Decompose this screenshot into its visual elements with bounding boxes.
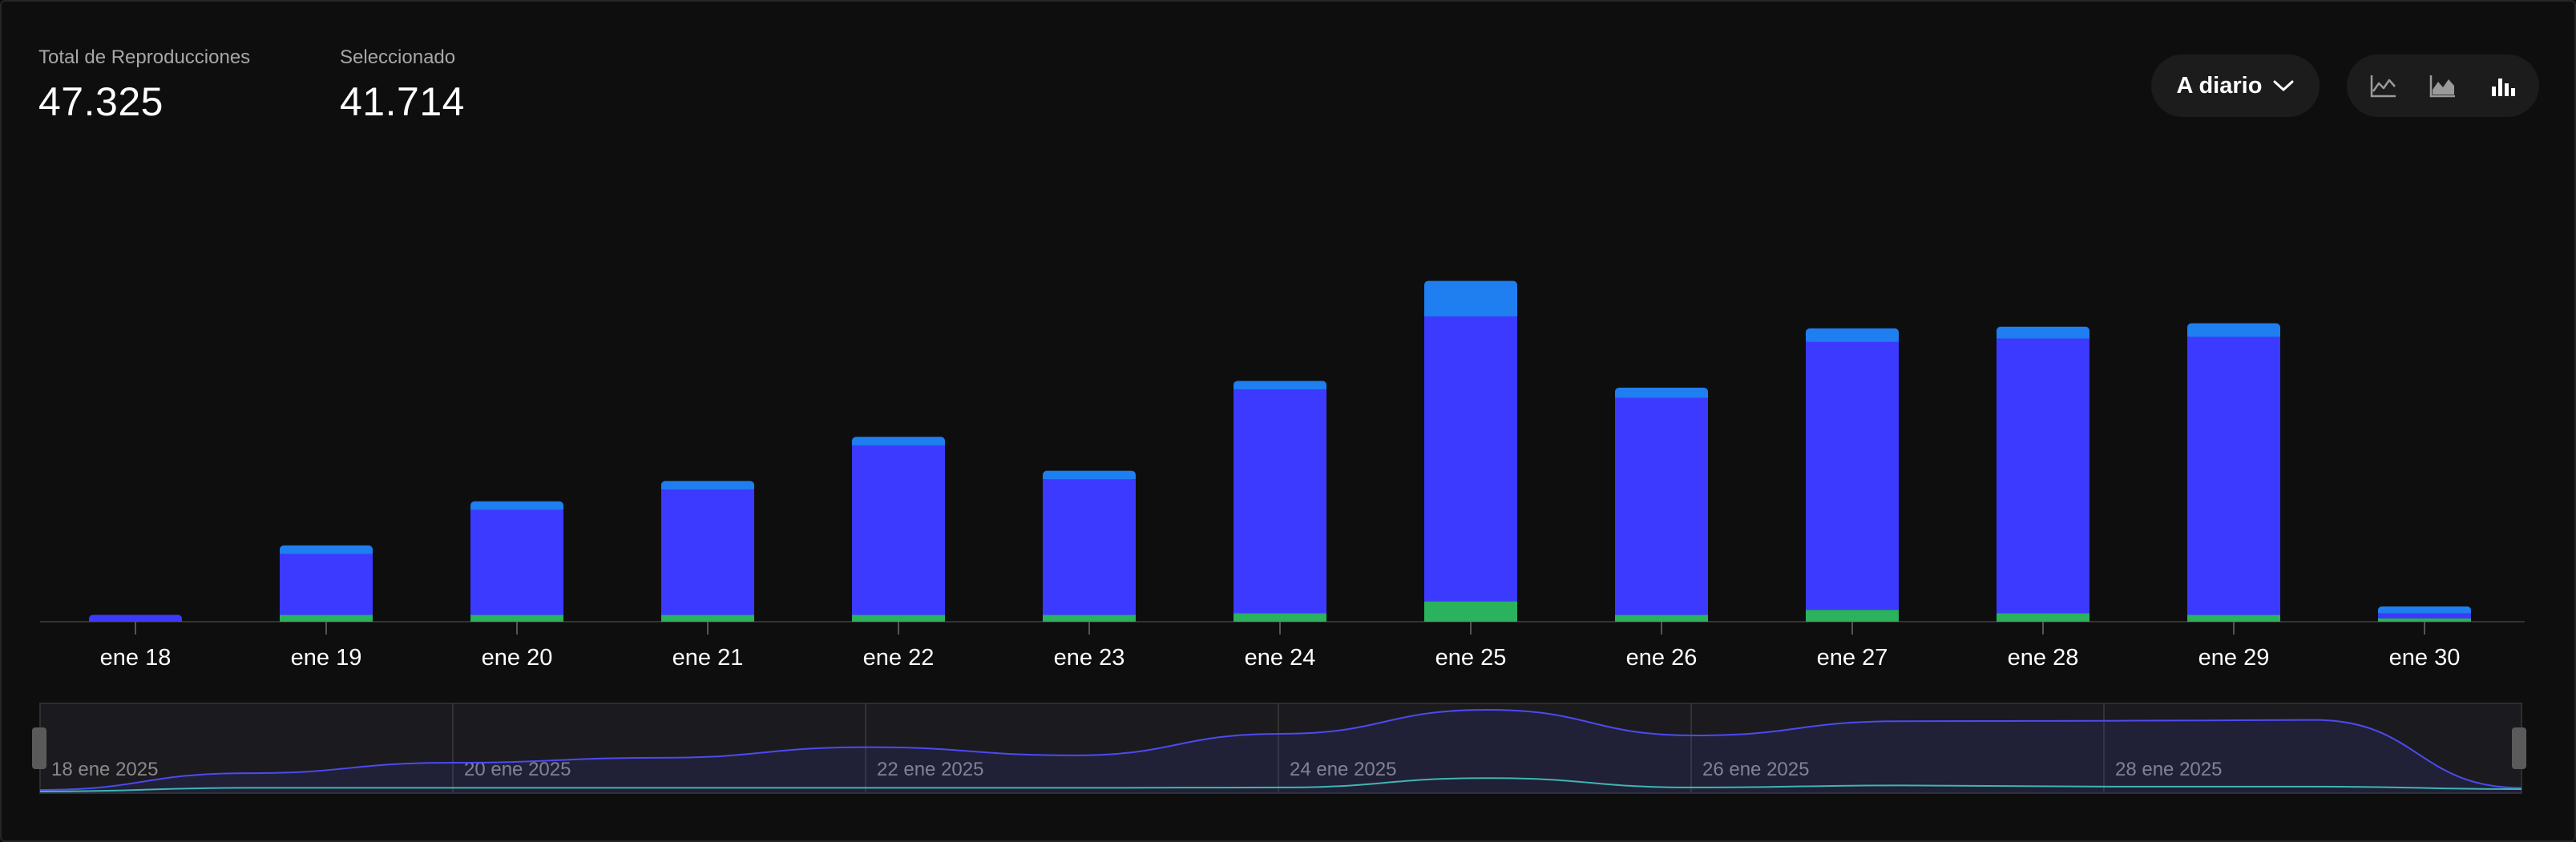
navigator-series-line	[39, 708, 2522, 791]
navigator-handle-left[interactable]	[32, 727, 46, 769]
navigator-date-label: 24 ene 2025	[1290, 759, 1396, 780]
total-plays-stat: Total de Reproducciones 47.325	[38, 46, 250, 125]
bar-segment	[2187, 614, 2280, 622]
selected-value: 41.714	[340, 79, 465, 124]
bar-segment	[1233, 613, 1326, 622]
bar-segment	[1997, 613, 2089, 622]
bar-segment	[1424, 316, 1517, 602]
navigator-area	[40, 710, 2521, 793]
bar-segment-fill	[1424, 284, 1517, 317]
bar-segment	[1615, 614, 1708, 622]
bar-segment-fill	[89, 618, 182, 622]
bar-segment-fill	[1615, 391, 1708, 398]
period-dropdown[interactable]: A diario	[2151, 54, 2320, 117]
bar-segment	[1615, 397, 1708, 615]
selected-label: Seleccionado	[340, 46, 456, 68]
navigator-date-label: 28 ene 2025	[2115, 759, 2222, 780]
x-tick-label: ene 26	[1626, 645, 1698, 671]
chevron-down-icon	[2273, 80, 2294, 91]
bar-segment-fill	[1806, 332, 1899, 342]
bar-segment	[1997, 338, 2089, 614]
x-tick-label: ene 24	[1245, 645, 1316, 671]
chart-type-switcher	[2347, 54, 2539, 117]
line-chart-button[interactable]	[2361, 63, 2406, 108]
bar-segment	[2378, 618, 2471, 622]
x-tick-label: ene 27	[1817, 645, 1888, 671]
bar-segment	[470, 510, 563, 615]
area-chart-button[interactable]	[2421, 63, 2465, 108]
bar-segment-fill	[1233, 385, 1326, 390]
bar-segment	[852, 445, 945, 615]
area-chart-icon	[2429, 75, 2455, 98]
bar-segment	[280, 554, 373, 615]
bar-segment	[1424, 601, 1517, 622]
x-tick-label: ene 23	[1054, 645, 1125, 671]
total-plays-label: Total de Reproducciones	[38, 46, 251, 68]
bar-segment-fill	[2187, 327, 2280, 337]
total-plays-value: 47.325	[38, 79, 164, 124]
navigator-series-line-secondary	[39, 777, 2522, 792]
bar-segment-fill	[852, 441, 945, 445]
x-tick-label: ene 30	[2389, 645, 2461, 671]
x-tick-label: ene 25	[1435, 645, 1507, 671]
bar-segment	[280, 614, 373, 622]
bar-segment-fill	[661, 485, 754, 489]
x-tick-label: ene 22	[863, 645, 935, 671]
navigator-handle-right[interactable]	[2512, 727, 2526, 769]
bar-segment	[661, 489, 754, 615]
bar-segment	[2187, 336, 2280, 615]
period-label: A diario	[2176, 72, 2263, 99]
bar-segment	[852, 614, 945, 622]
x-tick-label: ene 19	[291, 645, 362, 671]
x-tick-label: ene 20	[482, 645, 553, 671]
bar-segment-fill	[1997, 330, 2089, 339]
bar-segment	[1806, 610, 1899, 622]
bar-segment-fill	[280, 549, 373, 554]
x-tick-label: ene 28	[2008, 645, 2079, 671]
x-tick-label: ene 18	[100, 645, 172, 671]
navigator-date-label: 26 ene 2025	[1702, 759, 1809, 780]
bar-chart-icon	[2492, 79, 2515, 96]
bar-segment	[470, 614, 563, 622]
bar-segment-fill	[470, 505, 563, 510]
bar-segment	[1043, 479, 1136, 615]
line-chart-icon	[2370, 75, 2396, 98]
bar-chart-button[interactable]	[2480, 63, 2525, 108]
selected-stat: Seleccionado 41.714	[340, 46, 465, 125]
bar-segment	[1233, 389, 1326, 614]
x-tick-label: ene 21	[672, 645, 744, 671]
bar-segment-fill	[1043, 474, 1136, 480]
bar-segment-fill	[2378, 610, 2471, 614]
bar-segment	[2378, 613, 2471, 618]
x-tick-label: ene 29	[2198, 645, 2270, 671]
bar-segment	[661, 614, 754, 622]
navigator-date-label: 22 ene 2025	[877, 759, 983, 780]
navigator-date-label: 18 ene 2025	[51, 759, 158, 780]
bar-segment	[1043, 614, 1136, 622]
bar-segment	[1806, 341, 1899, 610]
